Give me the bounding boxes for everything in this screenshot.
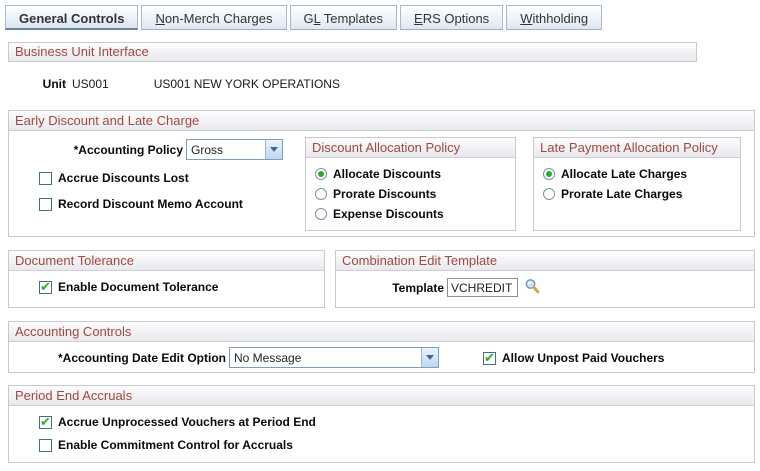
tab-label: ithholding bbox=[532, 11, 589, 26]
tab-label: Templates bbox=[320, 11, 384, 26]
accounting-controls-title: Accounting Controls bbox=[9, 322, 754, 342]
record-discount-memo-row: ✔ Record Discount Memo Account bbox=[39, 197, 243, 211]
template-input[interactable] bbox=[447, 278, 518, 297]
tab-ers-options[interactable]: ERS Options bbox=[400, 5, 504, 30]
lookup-icon[interactable] bbox=[524, 278, 541, 295]
unit-value: US001 bbox=[72, 77, 109, 91]
accounting-controls-groupbox: Accounting Controls *Accounting Date Edi… bbox=[8, 321, 755, 373]
tab-label: on-Merch Charges bbox=[164, 11, 273, 26]
prorate-discounts-row: Prorate Discounts bbox=[315, 186, 437, 201]
allocate-late-charges-label: Allocate Late Charges bbox=[561, 166, 688, 181]
prorate-late-charges-row: Prorate Late Charges bbox=[543, 186, 683, 201]
checkmark-icon: ✔ bbox=[40, 278, 51, 294]
tab-accel: E bbox=[414, 11, 423, 26]
chevron-down-icon bbox=[270, 147, 278, 152]
enable-commitment-row: ✔ Enable Commitment Control for Accruals bbox=[39, 438, 293, 452]
allocate-discounts-label: Allocate Discounts bbox=[333, 166, 442, 181]
accrue-unprocessed-row: ✔ Accrue Unprocessed Vouchers at Period … bbox=[39, 413, 316, 429]
radio-dot bbox=[546, 170, 552, 177]
tab-label: G bbox=[303, 11, 314, 26]
accrue-discounts-lost-row: ✔ Accrue Discounts Lost bbox=[39, 171, 189, 185]
checkmark-icon: ✔ bbox=[40, 413, 51, 429]
tab-accel: W bbox=[520, 11, 533, 26]
accounting-policy-label: *Accounting Policy bbox=[73, 142, 183, 157]
unit-description: US001 NEW YORK OPERATIONS bbox=[153, 77, 340, 91]
allocate-late-charges-radio[interactable] bbox=[543, 167, 555, 180]
record-discount-memo-checkbox[interactable]: ✔ bbox=[39, 197, 52, 211]
enable-document-tolerance-label: Enable Document Tolerance bbox=[58, 280, 219, 294]
chevron-down-icon bbox=[426, 355, 434, 360]
discount-allocation-groupbox: Discount Allocation Policy Allocate Disc… bbox=[305, 137, 516, 231]
period-end-groupbox: Period End Accruals ✔ Accrue Unprocessed… bbox=[8, 385, 755, 463]
prorate-late-charges-label: Prorate Late Charges bbox=[561, 186, 683, 201]
combination-edit-title: Combination Edit Template bbox=[336, 251, 754, 271]
date-edit-dropdown-button[interactable] bbox=[421, 348, 438, 367]
prorate-late-charges-radio[interactable] bbox=[543, 187, 555, 200]
expense-discounts-radio[interactable] bbox=[315, 207, 327, 220]
accounting-policy-dropdown-button[interactable] bbox=[265, 140, 282, 159]
early-discount-title: Early Discount and Late Charge bbox=[9, 111, 754, 131]
document-tolerance-title: Document Tolerance bbox=[9, 251, 324, 271]
record-discount-memo-label: Record Discount Memo Account bbox=[58, 197, 243, 211]
allow-unpost-row: ✔ Allow Unpost Paid Vouchers bbox=[483, 349, 665, 365]
expense-discounts-row: Expense Discounts bbox=[315, 206, 444, 221]
date-edit-label: *Accounting Date Edit Option bbox=[58, 350, 226, 365]
late-payment-allocation-groupbox: Late Payment Allocation Policy Allocate … bbox=[533, 137, 741, 231]
prorate-discounts-label: Prorate Discounts bbox=[333, 186, 437, 201]
accounting-policy-row: *Accounting Policy bbox=[9, 139, 183, 160]
allocate-discounts-radio[interactable] bbox=[315, 167, 327, 180]
late-payment-allocation-title: Late Payment Allocation Policy bbox=[534, 138, 740, 158]
tab-withholding[interactable]: Withholding bbox=[506, 5, 603, 30]
allow-unpost-label: Allow Unpost Paid Vouchers bbox=[502, 351, 665, 365]
accrue-unprocessed-checkbox[interactable]: ✔ bbox=[39, 413, 52, 429]
template-label: Template bbox=[392, 280, 444, 295]
enable-document-tolerance-checkbox[interactable]: ✔ bbox=[39, 278, 52, 294]
unit-label: Unit bbox=[42, 77, 66, 91]
allow-unpost-checkbox[interactable]: ✔ bbox=[483, 349, 496, 365]
tab-label: General Controls bbox=[19, 11, 125, 26]
allocate-discounts-row: Allocate Discounts bbox=[315, 166, 442, 181]
accounting-policy-select[interactable]: Gross bbox=[186, 139, 283, 160]
prorate-discounts-radio[interactable] bbox=[315, 187, 327, 200]
unit-row: Unit US001 US001 NEW YORK OPERATIONS bbox=[36, 76, 340, 92]
tab-bar: General Controls Non-Merch Charges GL Te… bbox=[5, 5, 603, 30]
date-edit-value: No Message bbox=[234, 350, 302, 365]
radio-dot bbox=[318, 170, 324, 177]
document-tolerance-groupbox: Document Tolerance ✔ Enable Document Tol… bbox=[8, 250, 325, 308]
combination-edit-groupbox: Combination Edit Template Template bbox=[335, 250, 755, 308]
enable-document-tolerance-row: ✔ Enable Document Tolerance bbox=[39, 278, 219, 294]
expense-discounts-label: Expense Discounts bbox=[333, 206, 444, 221]
accrue-discounts-lost-label: Accrue Discounts Lost bbox=[58, 171, 189, 185]
tab-general-controls[interactable]: General Controls bbox=[5, 5, 139, 30]
checkmark-icon: ✔ bbox=[484, 349, 495, 365]
accrue-unprocessed-label: Accrue Unprocessed Vouchers at Period En… bbox=[58, 415, 316, 429]
tab-label: RS Options bbox=[422, 11, 490, 26]
template-label-row: Template bbox=[346, 278, 444, 297]
early-discount-groupbox: Early Discount and Late Charge *Accounti… bbox=[8, 110, 755, 237]
accounting-policy-value: Gross bbox=[191, 142, 224, 157]
date-edit-label-row: *Accounting Date Edit Option bbox=[9, 347, 226, 368]
allocate-late-charges-row: Allocate Late Charges bbox=[543, 166, 688, 181]
enable-commitment-checkbox[interactable]: ✔ bbox=[39, 438, 52, 452]
business-unit-interface-header: Business Unit Interface bbox=[8, 42, 697, 62]
discount-allocation-title: Discount Allocation Policy bbox=[306, 138, 515, 158]
tab-non-merch-charges[interactable]: Non-Merch Charges bbox=[141, 5, 287, 30]
period-end-title: Period End Accruals bbox=[9, 386, 754, 406]
tab-accel: L bbox=[313, 11, 321, 26]
enable-commitment-label: Enable Commitment Control for Accruals bbox=[58, 438, 293, 452]
date-edit-select[interactable]: No Message bbox=[229, 347, 439, 368]
accrue-discounts-lost-checkbox[interactable]: ✔ bbox=[39, 171, 52, 185]
tab-accel: N bbox=[155, 11, 165, 26]
tab-gl-templates[interactable]: GL Templates bbox=[289, 5, 398, 30]
